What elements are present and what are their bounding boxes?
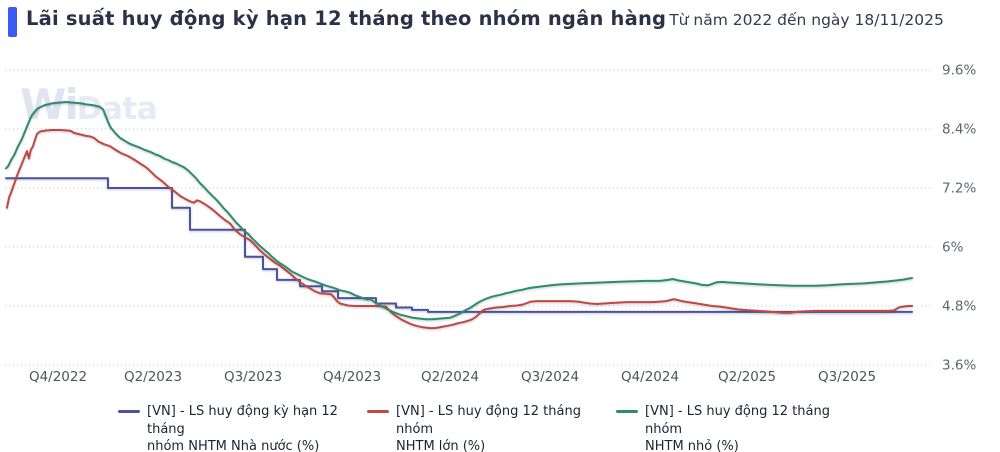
- rates-line-chart[interactable]: 9.6% 8.4% 7.2% 6% 4.8% 3.6% Q4/2022 Q2/2023 Q3/2…: [0, 55, 1000, 400]
- x-tick-label: Q4/2023: [323, 369, 381, 385]
- x-tick-label: Q3/2023: [224, 369, 282, 385]
- chart-header: Lãi suất huy động kỳ hạn 12 tháng theo n…: [8, 7, 992, 37]
- page-title: Lãi suất huy động kỳ hạn 12 tháng theo n…: [26, 7, 667, 30]
- chart-legend: [VN] - LS huy động kỳ hạn 12 tháng nhóm …: [118, 403, 862, 452]
- legend-label-line1: [VN] - LS huy động 12 tháng nhóm: [396, 404, 581, 437]
- x-tick-label: Q2/2024: [421, 369, 479, 385]
- large-banks-line-marker-icon: [367, 410, 389, 413]
- y-tick-label: 6%: [942, 240, 964, 256]
- legend-item-large-banks[interactable]: [VN] - LS huy động 12 tháng nhóm NHTM lớ…: [367, 403, 613, 452]
- y-tick-label: 7.2%: [942, 181, 976, 197]
- series-line-0[interactable]: [5, 177, 913, 313]
- y-tick-label: 4.8%: [942, 299, 976, 315]
- x-tick-label: Q3/2025: [818, 369, 876, 385]
- legend-label: [VN] - LS huy động 12 tháng nhóm NHTM lớ…: [396, 403, 613, 452]
- page-subtitle: Từ năm 2022 đến ngày 18/11/2025: [669, 11, 944, 29]
- legend-label-line2: nhóm NHTM Nhà nước (%): [147, 439, 320, 452]
- legend-label-line2: NHTM lớn (%): [396, 439, 486, 452]
- series-line-1[interactable]: [6, 129, 913, 330]
- series-line-2[interactable]: [5, 101, 913, 321]
- state-banks-line-marker-icon: [118, 410, 140, 413]
- title-accent-bar: [8, 7, 17, 37]
- chart-canvas[interactable]: 9.6% 8.4% 7.2% 6% 4.8% 3.6% Q4/2022 Q2/2023 Q3/2…: [0, 55, 1000, 400]
- y-tick-label: 8.4%: [942, 122, 976, 138]
- small-banks-line-marker-icon: [616, 410, 638, 413]
- legend-label-line2: NHTM nhỏ (%): [645, 439, 739, 452]
- x-tick-label: Q3/2024: [521, 369, 579, 385]
- x-tick-label: Q4/2024: [621, 369, 679, 385]
- y-tick-label: 9.6%: [942, 63, 976, 79]
- legend-label: [VN] - LS huy động 12 tháng nhóm NHTM nh…: [645, 403, 862, 452]
- legend-label-line1: [VN] - LS huy động 12 tháng nhóm: [645, 404, 830, 437]
- legend-label: [VN] - LS huy động kỳ hạn 12 tháng nhóm …: [147, 403, 364, 452]
- y-tick-label: 3.6%: [942, 358, 976, 374]
- x-tick-label: Q4/2022: [29, 369, 87, 385]
- x-tick-label: Q2/2023: [124, 369, 182, 385]
- legend-item-small-banks[interactable]: [VN] - LS huy động 12 tháng nhóm NHTM nh…: [616, 403, 862, 452]
- legend-item-state-banks[interactable]: [VN] - LS huy động kỳ hạn 12 tháng nhóm …: [118, 403, 364, 452]
- legend-label-line1: [VN] - LS huy động kỳ hạn 12 tháng: [147, 404, 338, 437]
- x-tick-label: Q2/2025: [718, 369, 776, 385]
